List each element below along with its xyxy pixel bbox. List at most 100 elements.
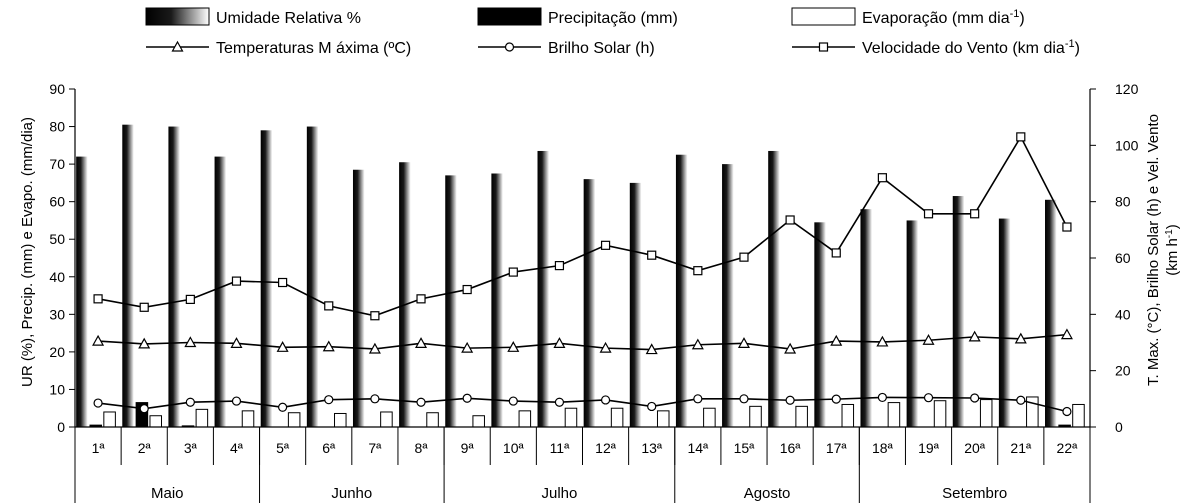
left-tick-label: 20 — [49, 344, 65, 360]
left-tick-label: 30 — [49, 306, 65, 322]
bar-ur — [906, 220, 919, 427]
x-group-label: Junho — [331, 485, 372, 502]
bar-ur — [1045, 199, 1057, 427]
left-tick-label: 90 — [49, 81, 65, 97]
legend-marker-tmax — [171, 40, 184, 52]
point-sun — [462, 393, 472, 403]
legend-item-wind: Velocidade do Vento (km dia-1) — [792, 38, 1080, 57]
x-tick-label: 3ª — [184, 440, 198, 456]
axes: 0 10 20 30 40 50 60 70 80 90 0 20 40 60 80 100 120 — [49, 81, 1138, 435]
legend-label-evap: Evaporação (mm dia-1) — [862, 8, 1025, 27]
point-wind — [785, 215, 795, 225]
bar-ur — [629, 182, 642, 427]
bar-evap — [518, 410, 532, 428]
x-tick-label: 12ª — [595, 440, 617, 456]
right-tick-label: 80 — [1115, 194, 1131, 210]
line-series — [92, 132, 1073, 417]
point-sun — [739, 394, 749, 404]
point-wind — [831, 248, 841, 258]
left-tick-label: 50 — [49, 231, 65, 247]
line-sun — [97, 396, 1068, 413]
bar-evap — [241, 410, 255, 428]
point-wind — [231, 276, 242, 286]
x-tick-label: 4ª — [230, 440, 244, 456]
legend-label-wind: Velocidade do Vento (km dia-1) — [862, 38, 1080, 57]
legend-item-ur: Umidade Relativa % — [145, 7, 361, 27]
bar-evap — [749, 405, 762, 428]
point-sun — [93, 398, 103, 408]
bar-evap — [149, 415, 163, 428]
line-wind — [97, 135, 1068, 317]
right-tick-label: 20 — [1115, 363, 1131, 379]
legend-swatch-evap — [791, 7, 856, 26]
point-tmax — [138, 337, 151, 349]
point-tmax — [876, 335, 889, 347]
point-sun — [554, 397, 565, 407]
legend-label-ur: Umidade Relativa % — [216, 10, 361, 27]
point-sun — [139, 404, 149, 414]
point-sun — [416, 397, 426, 407]
point-wind — [554, 261, 565, 271]
right-axis-title-line2: (km h-1) — [1164, 224, 1181, 275]
point-tmax — [322, 340, 335, 352]
bar-ur — [76, 156, 88, 427]
legend-swatch-precip — [477, 7, 542, 26]
legend-marker-wind — [818, 42, 829, 52]
x-tick-label: 22ª — [1057, 440, 1079, 456]
bar-evap — [610, 407, 624, 428]
point-sun — [970, 393, 980, 403]
point-wind — [370, 311, 380, 321]
point-wind — [324, 301, 334, 311]
bar-ur — [352, 169, 365, 427]
bar-ur — [306, 126, 319, 428]
right-tick-label: 40 — [1115, 306, 1131, 322]
legend-swatch-ur — [145, 7, 210, 26]
bar-ur — [583, 179, 596, 427]
point-wind — [508, 267, 518, 277]
point-wind — [877, 173, 887, 183]
point-tmax — [737, 337, 750, 348]
legend: Umidade Relativa % Precipitação (mm) Eva… — [145, 7, 1080, 57]
x-tick-label: 6ª — [322, 440, 336, 456]
right-tick-label: 60 — [1115, 250, 1131, 266]
point-sun — [693, 394, 703, 404]
x-tick-label: 9ª — [461, 440, 475, 456]
right-axis-title-line1: T. Max. (°C), Brilho Solar (h) e Vel. Ve… — [1145, 114, 1162, 386]
right-axis-title: T. Max. (°C), Brilho Solar (h) e Vel. Ve… — [1145, 114, 1181, 386]
bar-evap — [1072, 403, 1085, 428]
point-wind — [185, 294, 195, 305]
point-tmax — [1014, 332, 1027, 344]
point-sun — [600, 395, 611, 405]
x-tick-label: 7ª — [368, 440, 382, 456]
bar-evap — [426, 412, 439, 428]
bar-evap — [564, 407, 578, 428]
bar-ur — [952, 196, 965, 427]
bar-ur — [814, 222, 826, 427]
point-sun — [324, 395, 334, 405]
left-tick-label: 70 — [49, 156, 65, 172]
bar-ur — [860, 209, 873, 427]
point-sun — [1016, 395, 1026, 405]
point-wind — [739, 252, 749, 262]
point-sun — [370, 394, 380, 404]
point-sun — [508, 396, 518, 406]
point-tmax — [368, 342, 381, 354]
point-tmax — [415, 337, 428, 348]
point-tmax — [1060, 328, 1073, 340]
left-tick-label: 60 — [49, 194, 65, 210]
point-sun — [647, 401, 657, 412]
point-sun — [1062, 406, 1072, 417]
x-tick-label: 15ª — [734, 440, 756, 456]
point-tmax — [230, 337, 243, 348]
bar-evap — [795, 405, 808, 428]
left-axis-title: UR (%), Precip. (mm) e Evapo. (mm/dia) — [19, 117, 36, 387]
bar-evap — [287, 412, 301, 428]
bar-evap — [979, 399, 993, 428]
bar-evap — [334, 412, 347, 428]
right-tick-label: 120 — [1115, 81, 1139, 97]
x-tick-label: 11ª — [550, 440, 571, 456]
legend-item-precip: Precipitação (mm) — [477, 7, 678, 27]
right-tick-label: 0 — [1115, 419, 1123, 435]
x-group-label: Maio — [151, 485, 184, 502]
point-tmax — [184, 336, 197, 348]
